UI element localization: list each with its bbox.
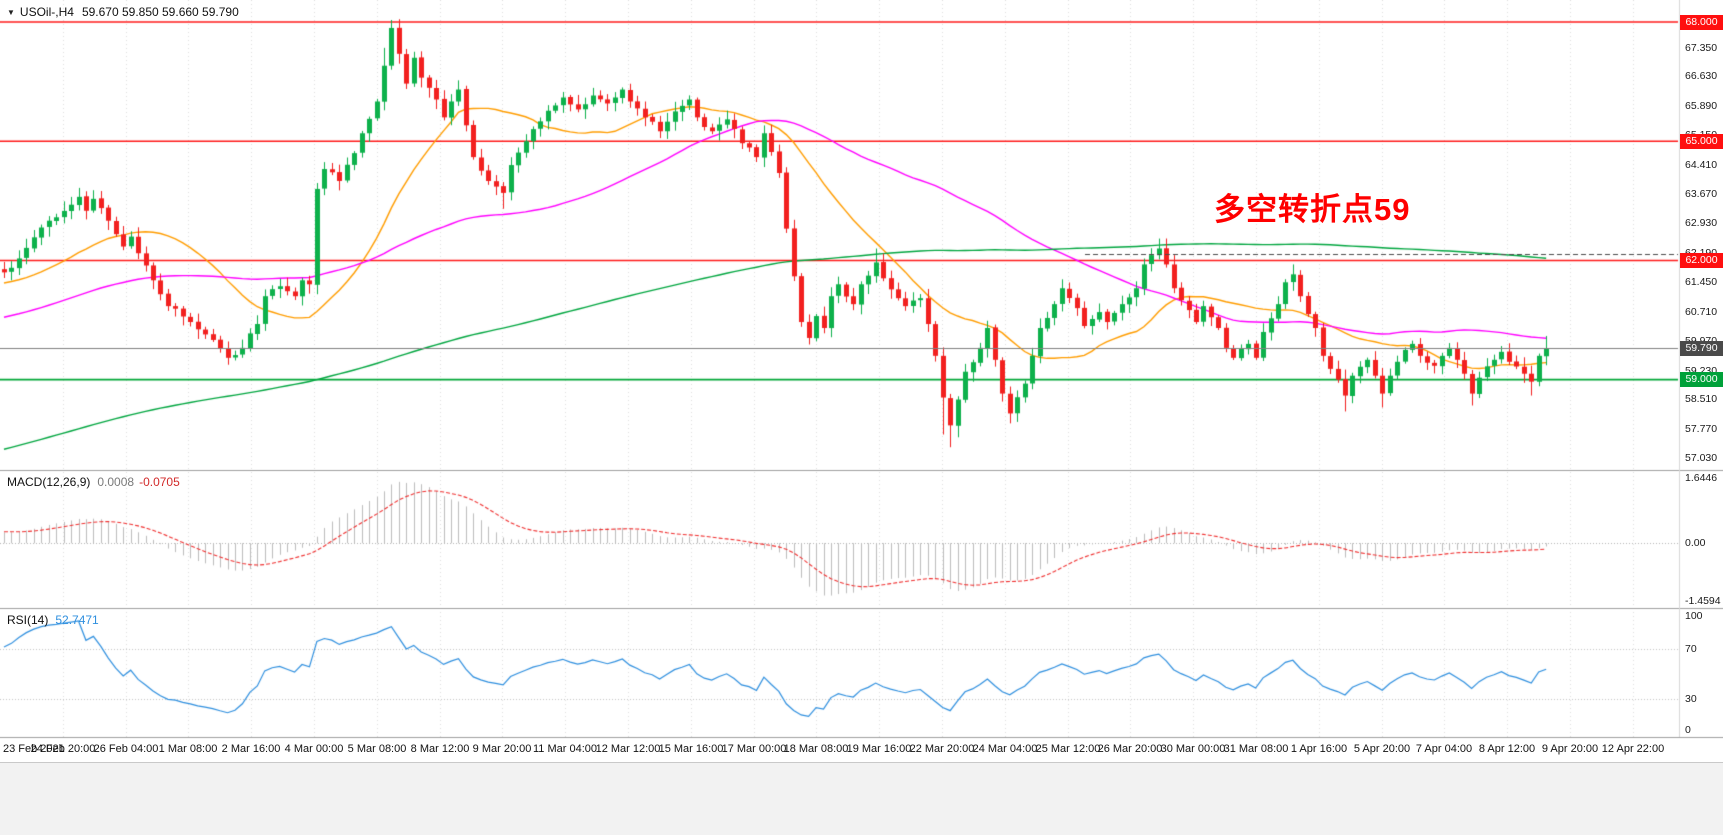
price-axis-tick: 58.510 xyxy=(1685,393,1718,406)
time-label: 9 Apr 20:00 xyxy=(1541,743,1599,755)
ohlc-quote: 59.670 59.850 59.660 59.790 xyxy=(81,5,239,19)
time-label: 24 Feb 20:00 xyxy=(30,743,96,755)
macd-axis-value: -1.4594 xyxy=(1685,595,1721,607)
time-label: 31 Mar 08:00 xyxy=(1223,743,1289,755)
price-level-label: 68.000 xyxy=(1680,14,1723,30)
price-axis-tick: 60.710 xyxy=(1685,305,1718,318)
time-label: 23 Feb 2021 xyxy=(3,743,65,755)
macd-axis-value: 0.00 xyxy=(1685,537,1706,550)
time-label: 19 Mar 16:00 xyxy=(846,743,912,755)
time-label: 15 Mar 16:00 xyxy=(658,743,724,755)
time-label: 5 Apr 20:00 xyxy=(1353,743,1411,755)
time-label: 1 Apr 16:00 xyxy=(1290,743,1348,755)
price-level-label: 59.000 xyxy=(1680,372,1723,388)
price-axis-tick: 63.670 xyxy=(1685,188,1718,201)
time-label: 11 Mar 04:00 xyxy=(532,743,598,755)
rsi-axis-value: 30 xyxy=(1685,693,1697,706)
macd-axis-value: 1.6446 xyxy=(1685,472,1718,484)
time-label: 8 Apr 12:00 xyxy=(1478,743,1536,755)
price-axis-tick: 62.930 xyxy=(1685,217,1718,230)
time-label: 5 Mar 08:00 xyxy=(347,743,407,755)
time-label: 18 Mar 08:00 xyxy=(783,743,849,755)
time-label: 24 Mar 04:00 xyxy=(972,743,1038,755)
time-label: 25 Mar 12:00 xyxy=(1035,743,1101,755)
price-axis-tick: 64.410 xyxy=(1685,158,1718,171)
price-chart-canvas[interactable] xyxy=(0,0,1723,762)
rsi-axis-value: 70 xyxy=(1685,642,1697,655)
rsi-indicator-label: RSI(14) 52.7471 xyxy=(7,613,99,627)
macd-value-signal: -0.0705 xyxy=(139,475,180,489)
time-axis[interactable]: 23 Feb 2021 24 Feb 20:00 26 Feb 04:00 1 Mar… xyxy=(0,738,1723,762)
price-level-label: 65.000 xyxy=(1680,133,1723,149)
price-axis-tick: 67.350 xyxy=(1685,41,1718,54)
rsi-axis-value: 100 xyxy=(1685,610,1703,622)
time-label: 12 Apr 22:00 xyxy=(1601,743,1665,755)
symbol-dropdown-icon[interactable]: ▼ xyxy=(7,8,15,17)
rsi-axis[interactable]: 100 70 30 0 xyxy=(1679,609,1723,737)
time-label: 9 Mar 20:00 xyxy=(472,743,532,755)
time-label: 12 Mar 12:00 xyxy=(595,743,661,755)
time-label: 8 Mar 12:00 xyxy=(410,743,470,755)
rsi-value: 52.7471 xyxy=(55,613,99,627)
price-axis-tick: 57.030 xyxy=(1685,451,1718,464)
time-label: 4 Mar 00:00 xyxy=(284,743,344,755)
chart-title: ▼ USOil-,H4 59.670 59.850 59.660 59.790 xyxy=(7,5,239,19)
macd-axis[interactable]: 1.6446 0.00 -1.4594 xyxy=(1679,471,1723,608)
time-label: 2 Mar 16:00 xyxy=(221,743,281,755)
price-axis-tick: 66.630 xyxy=(1685,70,1718,83)
time-label: 22 Mar 20:00 xyxy=(909,743,975,755)
price-axis-tick: 65.890 xyxy=(1685,99,1718,112)
rsi-label: RSI(14) xyxy=(7,613,49,627)
price-axis-tick: 57.770 xyxy=(1685,422,1718,435)
time-label: 7 Apr 04:00 xyxy=(1415,743,1473,755)
time-label: 17 Mar 00:00 xyxy=(721,743,787,755)
symbol-timeframe-label: USOil-,H4 xyxy=(19,5,74,19)
bottom-strip xyxy=(0,762,1723,835)
price-axis-tick: 61.450 xyxy=(1685,276,1718,289)
rsi-axis-value: 0 xyxy=(1685,724,1691,736)
price-level-label: 62.000 xyxy=(1680,252,1723,268)
macd-value-main: 0.0008 xyxy=(97,475,135,489)
macd-label: MACD(12,26,9) xyxy=(7,475,91,489)
analyst-annotation: 多空转折点59 xyxy=(1214,192,1411,227)
price-level-label: 59.790 xyxy=(1680,340,1723,356)
time-label: 30 Mar 00:00 xyxy=(1160,743,1226,755)
time-label: 1 Mar 08:00 xyxy=(158,743,218,755)
time-label: 26 Mar 20:00 xyxy=(1097,743,1163,755)
time-label: 26 Feb 04:00 xyxy=(93,743,159,755)
macd-indicator-label: MACD(12,26,9) 0.0008 -0.0705 xyxy=(7,475,180,489)
